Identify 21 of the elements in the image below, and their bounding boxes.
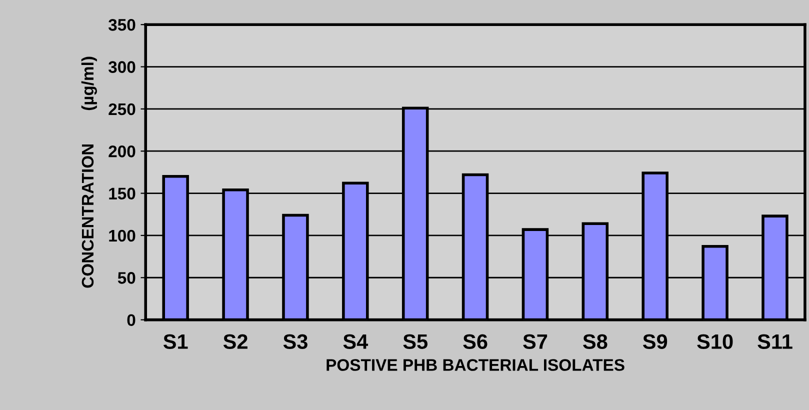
x-tick-label: S11 xyxy=(758,334,792,349)
x-tick-label: S5 xyxy=(403,334,428,349)
y-tick-label: 350 xyxy=(108,19,136,31)
y-tick-label: 300 xyxy=(108,61,136,73)
x-tick-label: S10 xyxy=(697,334,733,349)
x-tick-label: S7 xyxy=(523,334,548,349)
x-tick-label: S6 xyxy=(463,334,488,349)
x-axis-title: POSTIVE PHB BACTERIAL ISOLATES xyxy=(326,359,624,371)
x-tick-label: S1 xyxy=(163,334,188,349)
x-tick-label: S4 xyxy=(343,334,368,349)
x-tick-label: S2 xyxy=(223,334,248,349)
x-tick-label: S8 xyxy=(583,334,608,349)
y-tick-label: 150 xyxy=(109,188,136,200)
y-tick-label: 100 xyxy=(109,230,136,242)
x-tick-label: S9 xyxy=(642,334,668,349)
y-tick-label: 250 xyxy=(108,103,136,116)
y-tick-label: 0 xyxy=(127,314,136,326)
x-tick-label: S3 xyxy=(283,334,308,350)
y-tick-label: 50 xyxy=(118,272,136,284)
y-tick-label: 200 xyxy=(108,146,136,158)
y-axis-title: CONCENTRATION (µg/ml) xyxy=(81,56,97,288)
